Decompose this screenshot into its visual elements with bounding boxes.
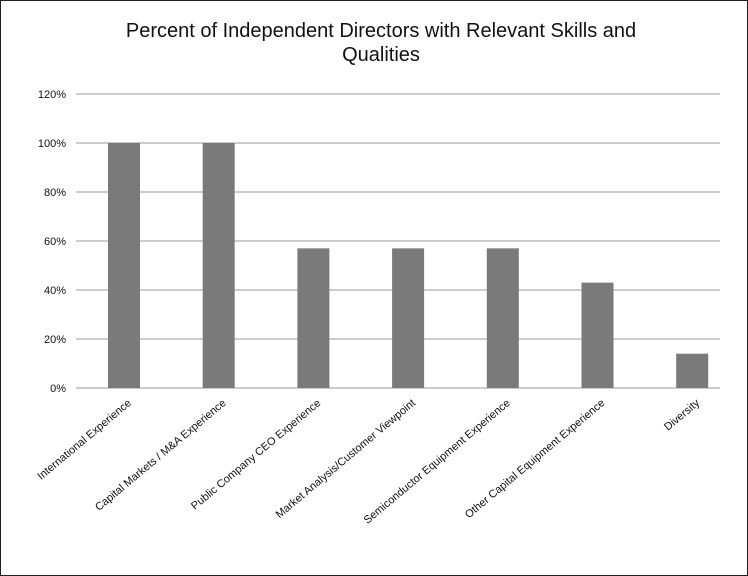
y-tick-label: 120% xyxy=(38,89,66,101)
bar xyxy=(581,282,614,388)
bar xyxy=(676,353,709,388)
bar xyxy=(108,143,140,388)
bar xyxy=(392,248,425,388)
bar xyxy=(202,143,235,388)
y-tick-label: 0% xyxy=(50,383,66,395)
y-tick-label: 80% xyxy=(44,187,66,199)
chart-title-line-2: Qualities xyxy=(342,44,420,66)
chart-title: Percent of Independent Directors with Re… xyxy=(91,19,671,67)
chart-title-line-1: Percent of Independent Directors with Re… xyxy=(125,20,637,42)
bar xyxy=(297,248,330,388)
y-tick-label: 60% xyxy=(44,236,66,248)
y-tick-label: 40% xyxy=(44,285,66,297)
x-tick-label: Diversity xyxy=(662,397,702,434)
y-tick-label: 100% xyxy=(38,138,66,150)
bar xyxy=(486,248,519,388)
y-tick-label: 20% xyxy=(44,334,66,346)
x-tick-label: International Experience xyxy=(35,397,134,482)
x-tick-label: Semiconductor Equipment Experience xyxy=(362,397,513,526)
